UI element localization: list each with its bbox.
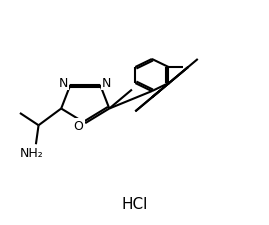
Text: NH₂: NH₂ [20, 146, 44, 160]
Text: N: N [59, 76, 68, 89]
Text: N: N [102, 76, 111, 89]
Text: O: O [74, 120, 84, 133]
Text: HCl: HCl [121, 196, 148, 211]
